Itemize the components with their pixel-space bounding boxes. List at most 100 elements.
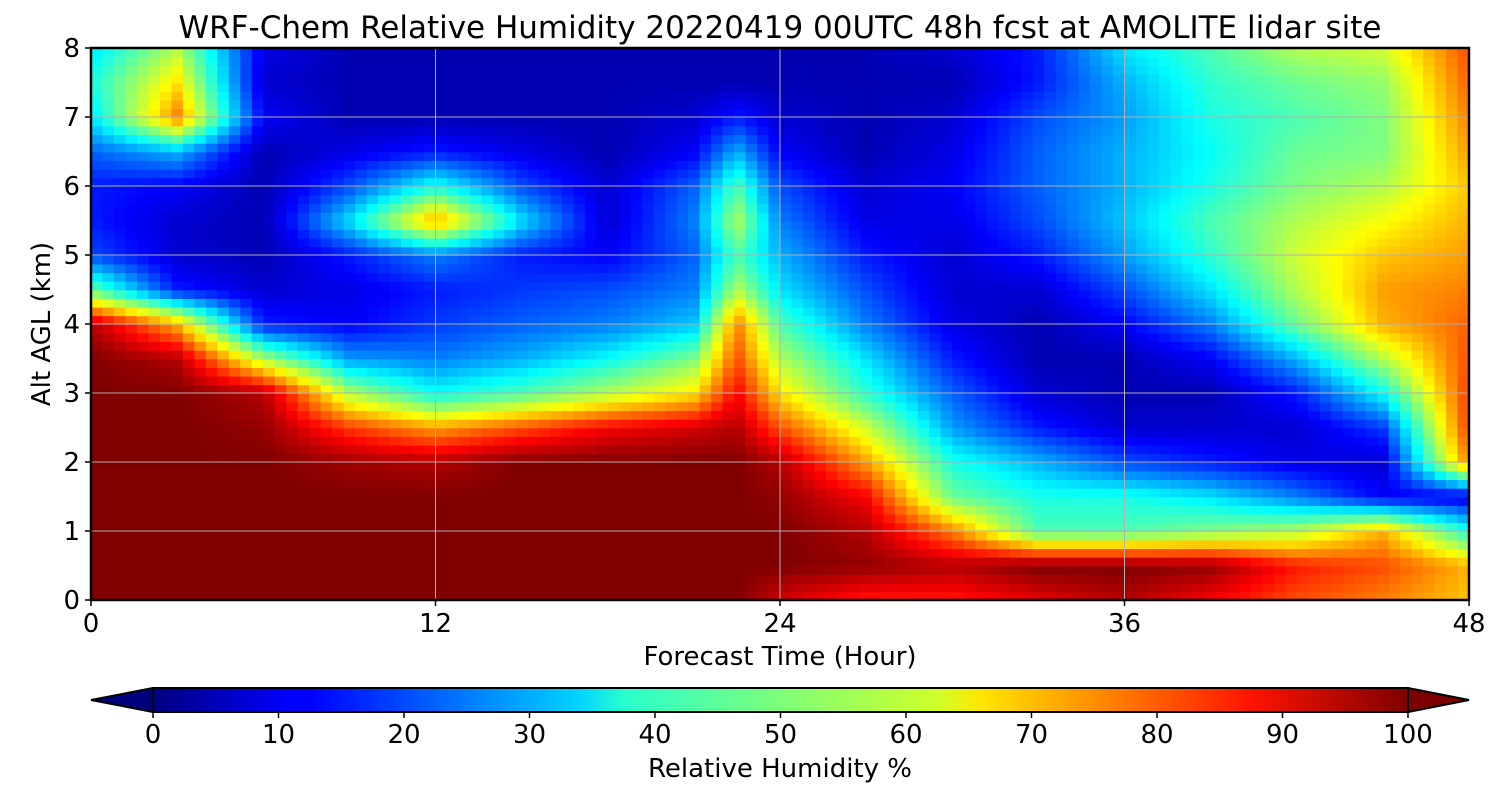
heatmap-cell bbox=[871, 487, 885, 498]
heatmap-cell bbox=[929, 358, 942, 368]
heatmap-cell bbox=[1446, 263, 1459, 274]
heatmap-cell bbox=[1113, 427, 1126, 437]
heatmap-cell bbox=[837, 263, 850, 274]
heatmap-cell bbox=[366, 315, 379, 325]
heatmap-cell bbox=[458, 556, 471, 567]
heatmap-cell bbox=[630, 513, 643, 524]
heatmap-cell bbox=[171, 479, 184, 489]
heatmap-cell bbox=[1296, 358, 1310, 368]
heatmap-cell bbox=[228, 237, 242, 248]
heatmap-cell bbox=[205, 453, 219, 463]
heatmap-cell bbox=[217, 341, 230, 351]
heatmap-cell bbox=[1101, 522, 1114, 532]
heatmap-cell bbox=[458, 298, 471, 308]
heatmap-cell bbox=[194, 487, 207, 498]
heatmap-cell bbox=[446, 332, 460, 343]
heatmap-cell bbox=[699, 522, 712, 532]
heatmap-cell bbox=[538, 384, 552, 394]
heatmap-cell bbox=[1204, 341, 1218, 351]
heatmap-cell bbox=[1296, 332, 1310, 343]
heatmap-cell bbox=[550, 496, 563, 506]
heatmap-cell bbox=[343, 462, 356, 472]
heatmap-cell bbox=[791, 384, 804, 394]
heatmap-cell bbox=[630, 565, 643, 575]
heatmap-cell bbox=[1285, 565, 1298, 575]
heatmap-cell bbox=[1055, 436, 1068, 446]
heatmap-cell bbox=[1044, 306, 1057, 317]
heatmap-cell bbox=[596, 237, 609, 248]
heatmap-cell bbox=[297, 531, 310, 541]
heatmap-cell bbox=[217, 332, 230, 343]
heatmap-cell bbox=[355, 384, 368, 394]
heatmap-cell bbox=[1113, 574, 1126, 584]
heatmap-cell bbox=[1296, 418, 1310, 429]
heatmap-cell bbox=[1273, 280, 1287, 291]
heatmap-cell bbox=[1113, 255, 1126, 265]
heatmap-cell bbox=[596, 427, 609, 437]
heatmap-cell bbox=[1446, 574, 1459, 584]
heatmap-cell bbox=[791, 418, 804, 429]
heatmap-cell bbox=[446, 315, 460, 325]
heatmap-cell bbox=[871, 470, 885, 481]
heatmap-cell bbox=[251, 574, 265, 584]
heatmap-cell bbox=[791, 237, 804, 248]
heatmap-cell bbox=[102, 272, 115, 282]
heatmap-cell bbox=[205, 591, 219, 600]
heatmap-cell bbox=[1331, 349, 1344, 360]
heatmap-cell bbox=[607, 306, 621, 317]
heatmap-cell bbox=[286, 470, 299, 481]
heatmap-cell bbox=[481, 349, 494, 360]
heatmap-cell bbox=[596, 487, 609, 498]
heatmap-cell bbox=[343, 531, 356, 541]
heatmap-cell bbox=[757, 470, 770, 481]
heatmap-cell bbox=[1250, 531, 1264, 541]
heatmap-cell bbox=[481, 324, 494, 334]
heatmap-cell bbox=[975, 280, 988, 291]
heatmap-cell bbox=[837, 367, 850, 377]
heatmap-cell bbox=[1434, 462, 1447, 472]
heatmap-cell bbox=[91, 263, 104, 274]
heatmap-cell bbox=[1032, 341, 1045, 351]
heatmap-cell bbox=[1021, 539, 1034, 550]
heatmap-cell bbox=[1216, 263, 1229, 274]
heatmap-cell bbox=[527, 539, 540, 550]
heatmap-cell bbox=[550, 574, 563, 584]
heatmap-cell bbox=[699, 453, 712, 463]
heatmap-cell bbox=[883, 410, 896, 420]
heatmap-cell bbox=[653, 418, 666, 429]
heatmap-cell bbox=[975, 349, 988, 360]
heatmap-cell bbox=[102, 349, 115, 360]
heatmap-cell bbox=[1285, 358, 1298, 368]
heatmap-cell bbox=[320, 341, 333, 351]
heatmap-cell bbox=[1135, 470, 1149, 481]
heatmap-cell bbox=[1181, 496, 1195, 506]
heatmap-cell bbox=[1239, 306, 1252, 317]
heatmap-cell bbox=[1078, 332, 1091, 343]
heatmap-cell bbox=[102, 548, 115, 558]
heatmap-cell bbox=[1078, 582, 1091, 593]
heatmap-cell bbox=[642, 453, 655, 463]
heatmap-cell bbox=[297, 332, 310, 343]
heatmap-cell bbox=[320, 358, 333, 368]
heatmap-cell bbox=[1262, 444, 1275, 455]
heatmap-cell bbox=[1262, 582, 1275, 593]
heatmap-cell bbox=[320, 479, 333, 489]
heatmap-cell bbox=[871, 522, 885, 532]
heatmap-cell bbox=[871, 496, 885, 506]
heatmap-cell bbox=[1193, 306, 1206, 317]
heatmap-cell bbox=[228, 556, 242, 567]
heatmap-cell bbox=[1273, 453, 1287, 463]
heatmap-cell bbox=[1135, 548, 1149, 558]
heatmap-cell bbox=[1078, 418, 1091, 429]
heatmap-cell bbox=[1021, 462, 1034, 472]
heatmap-cell bbox=[113, 513, 127, 524]
heatmap-cell bbox=[1090, 289, 1103, 299]
heatmap-cell bbox=[722, 401, 735, 412]
heatmap-cell bbox=[1009, 324, 1022, 334]
heatmap-cell bbox=[1354, 246, 1367, 256]
heatmap-cell bbox=[217, 324, 230, 334]
heatmap-cell bbox=[424, 470, 437, 481]
heatmap-cell bbox=[228, 358, 242, 368]
heatmap-cell bbox=[366, 513, 379, 524]
heatmap-cell bbox=[814, 522, 827, 532]
